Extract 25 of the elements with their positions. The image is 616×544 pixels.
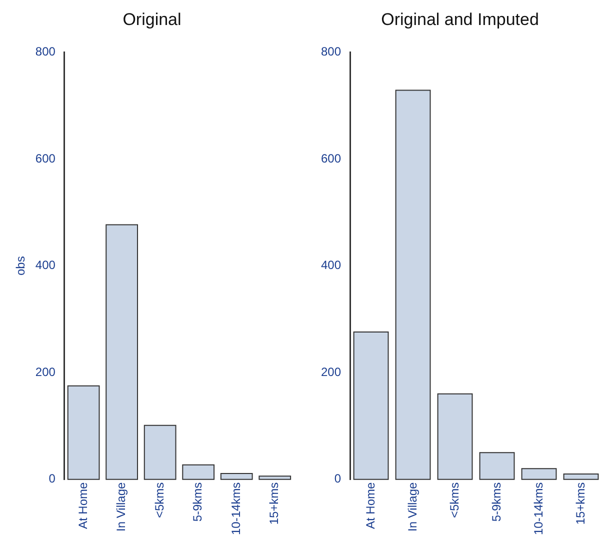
y-tick-label: 400 (320, 258, 342, 272)
x-tick-label: In Village (114, 482, 128, 532)
x-tick-label: 10-14kms (228, 482, 243, 535)
y-tick-label: 200 (35, 364, 56, 379)
y-axis-title: obs (14, 256, 28, 276)
y-tick-label: 0 (334, 472, 342, 486)
y-tick-label: 600 (35, 151, 56, 166)
y-tick-label: 0 (48, 472, 56, 486)
x-tick-label: 10-14kms (531, 482, 546, 535)
chart-title: Original (122, 10, 182, 29)
x-tick-label: 5-9kms (190, 482, 205, 522)
y-tick-label: 200 (320, 364, 342, 379)
x-tick-label: At Home (76, 482, 90, 529)
x-tick-label: 15+kms (267, 482, 282, 525)
x-tick-label: 5-9kms (489, 482, 504, 522)
x-tick-label: In Village (405, 482, 420, 532)
x-tick-label: <5kms (447, 482, 462, 518)
x-tick-label: At Home (363, 482, 378, 529)
chart-title: Original and Imputed (381, 10, 539, 29)
x-tick-label: 15+kms (573, 482, 588, 525)
y-tick-label: 800 (35, 44, 56, 59)
y-tick-label: 400 (35, 258, 56, 272)
y-tick-label: 600 (320, 151, 342, 166)
x-tick-label: <5kms (152, 482, 166, 518)
y-tick-label: 800 (320, 44, 342, 59)
